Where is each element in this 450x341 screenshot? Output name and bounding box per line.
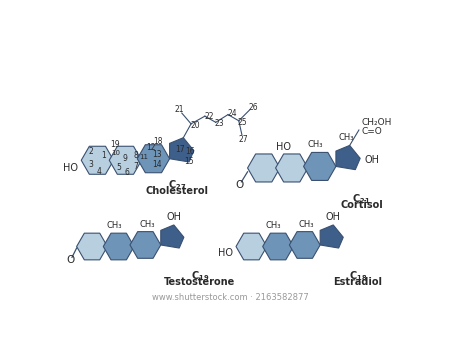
Text: OH: OH [365, 155, 380, 165]
Text: CH₂OH: CH₂OH [362, 118, 392, 127]
Polygon shape [137, 145, 170, 173]
Text: 16: 16 [185, 147, 194, 155]
Polygon shape [248, 154, 280, 182]
Text: $\mathbf{C_{21}}$: $\mathbf{C_{21}}$ [352, 192, 371, 206]
Text: O: O [236, 180, 244, 190]
Text: O: O [66, 255, 75, 265]
Text: Cholesterol: Cholesterol [145, 186, 208, 196]
Text: 22: 22 [204, 112, 213, 121]
Polygon shape [236, 233, 267, 260]
Text: 15: 15 [184, 157, 194, 165]
Text: Testosterone: Testosterone [164, 277, 235, 287]
Text: CH₃: CH₃ [106, 221, 122, 230]
Text: 6: 6 [125, 168, 130, 177]
Text: 27: 27 [238, 135, 248, 144]
Text: 20: 20 [190, 121, 200, 130]
Text: OH: OH [326, 212, 341, 222]
Text: CH₃: CH₃ [338, 133, 354, 142]
Text: 26: 26 [248, 103, 258, 112]
Text: 2: 2 [88, 147, 93, 155]
Text: OH: OH [166, 212, 181, 222]
Text: CH₃: CH₃ [139, 220, 155, 229]
Text: 3: 3 [88, 160, 93, 168]
Polygon shape [76, 233, 108, 260]
Polygon shape [81, 146, 113, 174]
Text: 12: 12 [146, 144, 156, 152]
Text: 9: 9 [122, 154, 127, 163]
Text: $\mathbf{C_{19}}$: $\mathbf{C_{19}}$ [191, 269, 209, 283]
Text: 23: 23 [215, 119, 225, 128]
Text: CH₃: CH₃ [298, 220, 314, 229]
Text: CH₃: CH₃ [266, 221, 281, 230]
Polygon shape [304, 152, 336, 180]
Text: www.shutterstock.com · 2163582877: www.shutterstock.com · 2163582877 [152, 293, 309, 302]
Polygon shape [170, 138, 194, 162]
Polygon shape [130, 232, 161, 258]
Text: 14: 14 [153, 160, 162, 169]
Text: 17: 17 [175, 145, 184, 154]
Text: 19: 19 [110, 140, 119, 149]
Text: HO: HO [276, 142, 291, 152]
Text: HO: HO [218, 248, 233, 258]
Polygon shape [320, 225, 343, 248]
Text: 18: 18 [153, 137, 163, 146]
Polygon shape [289, 232, 320, 258]
Text: 24: 24 [227, 108, 237, 118]
Text: 7: 7 [133, 162, 138, 171]
Text: Cortisol: Cortisol [340, 200, 383, 210]
Polygon shape [104, 233, 134, 260]
Text: 5: 5 [117, 163, 122, 173]
Text: HO: HO [63, 163, 78, 173]
Text: $\mathbf{C_{18}}$: $\mathbf{C_{18}}$ [349, 269, 367, 283]
Text: 25: 25 [238, 118, 248, 127]
Text: C=O: C=O [362, 127, 383, 136]
Text: 4: 4 [96, 166, 101, 176]
Polygon shape [336, 145, 360, 170]
Text: CH₃: CH₃ [307, 139, 323, 149]
Polygon shape [275, 154, 308, 182]
Text: 11: 11 [139, 154, 148, 160]
Polygon shape [161, 225, 184, 248]
Text: 1: 1 [101, 151, 106, 160]
Text: 13: 13 [153, 150, 162, 159]
Text: 10: 10 [112, 150, 121, 156]
Text: $\mathbf{C_{27}}$: $\mathbf{C_{27}}$ [168, 178, 186, 192]
Text: Estradiol: Estradiol [333, 277, 382, 287]
Text: 21: 21 [175, 105, 184, 115]
Polygon shape [109, 146, 142, 174]
Polygon shape [263, 233, 293, 260]
Text: 8: 8 [133, 151, 138, 160]
